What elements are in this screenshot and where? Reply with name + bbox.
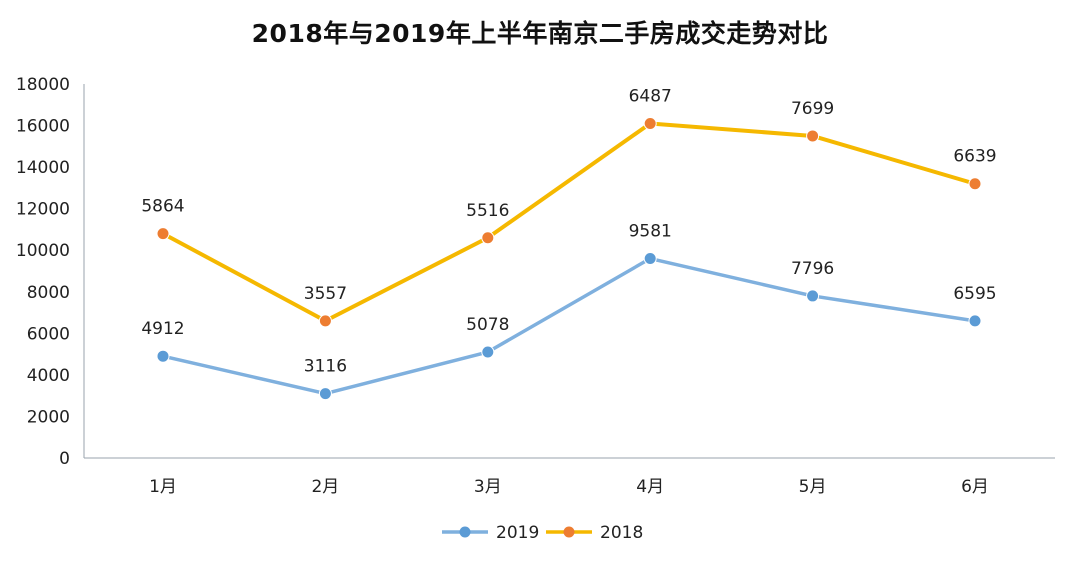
y-tick-label: 12000: [16, 200, 70, 220]
data-label-2019: 6595: [953, 284, 996, 304]
y-tick-label: 14000: [16, 158, 70, 178]
data-point-2018: [806, 129, 820, 143]
data-point-2018: [643, 116, 657, 130]
data-point-2019: [643, 252, 657, 266]
legend-label: 2019: [496, 523, 539, 543]
x-tick-label: 1月: [149, 477, 177, 497]
series-line-2018: [161, 121, 977, 323]
x-tick-label: 4月: [636, 477, 664, 497]
data-label-2018: 6487: [629, 86, 672, 106]
data-label-2018: 3557: [304, 284, 347, 304]
data-label-2019: 3116: [304, 357, 347, 377]
data-label-2018: 7699: [791, 99, 834, 119]
data-point-2019: [318, 387, 332, 401]
data-point-2018: [968, 177, 982, 191]
data-label-2018: 5516: [466, 201, 509, 221]
data-point-2019: [968, 314, 982, 328]
series-line-2019: [161, 256, 977, 396]
y-tick-label: 0: [59, 449, 70, 469]
legend-swatch-marker: [563, 526, 575, 538]
data-label-2019: 7796: [791, 259, 834, 279]
y-tick-label: 4000: [27, 366, 70, 386]
x-tick-label: 5月: [799, 477, 827, 497]
data-point-2018: [481, 231, 495, 245]
data-label-2019: 5078: [466, 315, 509, 335]
x-tick-label: 3月: [474, 477, 502, 497]
data-point-2019: [481, 345, 495, 359]
y-tick-label: 8000: [27, 283, 70, 303]
x-tick-label: 2月: [311, 477, 339, 497]
data-point-2018: [156, 227, 170, 241]
data-point-2019: [806, 289, 820, 303]
y-tick-label: 2000: [27, 407, 70, 427]
chart-title: 2018年与2019年上半年南京二手房成交走势对比: [251, 19, 829, 48]
y-tick-label: 18000: [16, 75, 70, 95]
data-point-2019: [156, 349, 170, 363]
legend-label: 2018: [600, 523, 643, 543]
y-tick-label: 10000: [16, 241, 70, 261]
data-label-2018: 5864: [141, 197, 184, 217]
y-tick-label: 6000: [27, 324, 70, 344]
data-label-2018: 6639: [953, 147, 996, 167]
data-label-2019: 9581: [629, 222, 672, 242]
data-point-2018: [318, 314, 332, 328]
data-label-2019: 4912: [141, 319, 184, 339]
x-tick-label: 6月: [961, 477, 989, 497]
legend-swatch-marker: [459, 526, 471, 538]
y-tick-label: 16000: [16, 117, 70, 137]
